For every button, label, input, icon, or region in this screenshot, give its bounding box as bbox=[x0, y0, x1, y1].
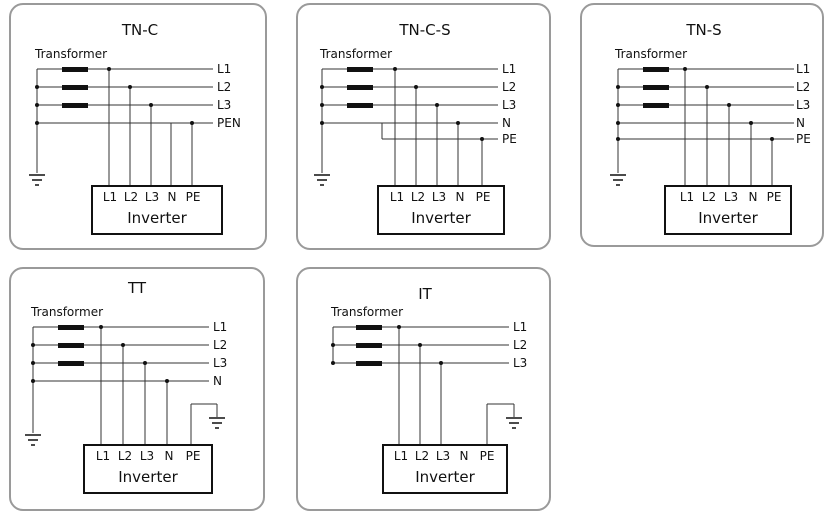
tn-c-wiring bbox=[29, 67, 213, 187]
terminal-label: L1 bbox=[393, 449, 409, 463]
terminal-label: PE bbox=[185, 449, 201, 463]
terminal-label: L3 bbox=[723, 190, 739, 204]
terminal-label: L1 bbox=[102, 190, 118, 204]
transformer-coil-icon bbox=[58, 325, 84, 330]
line-label: PE bbox=[796, 132, 811, 146]
transformer-label: Transformer bbox=[615, 47, 688, 61]
terminal-label: N bbox=[459, 449, 469, 463]
terminal-label: PE bbox=[766, 190, 782, 204]
line-label: L1 bbox=[513, 320, 528, 334]
inverter-box: L1 L2 L3 N PE Inverter bbox=[382, 444, 508, 494]
line-label: L1 bbox=[213, 320, 228, 334]
inverter-box: L1 L2 L3 N PE Inverter bbox=[91, 185, 223, 235]
ground-icon bbox=[506, 417, 522, 429]
transformer-coil-icon bbox=[347, 85, 373, 90]
transformer-coil-icon bbox=[58, 343, 84, 348]
line-label: L3 bbox=[217, 98, 232, 112]
terminal-label: L2 bbox=[117, 449, 133, 463]
transformer-coil-icon bbox=[356, 343, 382, 348]
terminal-label: N bbox=[164, 449, 174, 463]
panel-tn-c: TN-C Transformer L1 L2 L3 PEN L1 L2 L3 N… bbox=[9, 3, 267, 250]
inverter-box: L1 L2 L3 N PE Inverter bbox=[664, 185, 792, 235]
ground-icon bbox=[610, 174, 626, 186]
transformer-coil-icon bbox=[347, 103, 373, 108]
transformer-coil-icon bbox=[356, 325, 382, 330]
inverter-label: Inverter bbox=[411, 209, 471, 227]
tt-wiring bbox=[25, 325, 225, 446]
line-label: PEN bbox=[217, 116, 241, 130]
terminal-label: N bbox=[748, 190, 758, 204]
line-label: L2 bbox=[502, 80, 517, 94]
terminal-label: L2 bbox=[701, 190, 717, 204]
transformer-label: Transformer bbox=[331, 305, 404, 319]
terminal-label: N bbox=[167, 190, 177, 204]
transformer-coil-icon bbox=[643, 85, 669, 90]
terminal-label: L2 bbox=[123, 190, 139, 204]
panel-tt: TT Transformer L1 L2 L3 N L1 L2 L3 N PE … bbox=[9, 267, 265, 511]
panel-title: TN-C-S bbox=[399, 21, 451, 39]
ground-icon bbox=[29, 174, 45, 186]
tn-c-s-wiring bbox=[314, 67, 498, 187]
panel-title: TN-C bbox=[121, 21, 159, 39]
terminal-label: L1 bbox=[389, 190, 405, 204]
transformer-label: Transformer bbox=[31, 305, 104, 319]
inverter-box: L1 L2 L3 N PE Inverter bbox=[377, 185, 505, 235]
terminal-label: PE bbox=[479, 449, 495, 463]
inverter-label: Inverter bbox=[698, 209, 758, 227]
panel-title: TT bbox=[127, 279, 147, 297]
line-label: L1 bbox=[502, 62, 517, 76]
line-label: L1 bbox=[796, 62, 811, 76]
terminal-label: L3 bbox=[435, 449, 451, 463]
transformer-coil-icon bbox=[62, 67, 88, 72]
terminal-label: L2 bbox=[410, 190, 426, 204]
transformer-coil-icon bbox=[62, 103, 88, 108]
line-label: L2 bbox=[217, 80, 232, 94]
ground-icon bbox=[209, 417, 225, 429]
line-label: L2 bbox=[796, 80, 811, 94]
line-label: N bbox=[796, 116, 805, 130]
line-label: L2 bbox=[213, 338, 228, 352]
terminal-label: L2 bbox=[414, 449, 430, 463]
line-label: L3 bbox=[502, 98, 517, 112]
ground-icon bbox=[25, 434, 41, 446]
inverter-box: L1 L2 L3 N PE Inverter bbox=[83, 444, 213, 494]
panel-title: TN-S bbox=[686, 21, 722, 39]
panel-tn-c-s: TN-C-S Transformer L1 L2 L3 N PE L1 L2 L… bbox=[296, 3, 551, 250]
ground-icon bbox=[314, 174, 330, 186]
terminal-label: L3 bbox=[431, 190, 447, 204]
terminal-label: PE bbox=[475, 190, 491, 204]
line-label: N bbox=[502, 116, 511, 130]
transformer-coil-icon bbox=[643, 67, 669, 72]
line-label: L2 bbox=[513, 338, 528, 352]
inverter-label: Inverter bbox=[415, 468, 475, 486]
terminal-label: L1 bbox=[679, 190, 695, 204]
terminal-label: L3 bbox=[139, 449, 155, 463]
tn-s-wiring bbox=[610, 67, 794, 187]
panel-it: IT Transformer L1 L2 L3 L1 L2 L3 N PE In… bbox=[296, 267, 551, 511]
line-label: N bbox=[213, 374, 222, 388]
terminal-label: L1 bbox=[95, 449, 111, 463]
transformer-coil-icon bbox=[356, 361, 382, 366]
transformer-coil-icon bbox=[643, 103, 669, 108]
inverter-label: Inverter bbox=[127, 209, 187, 227]
terminal-label: L3 bbox=[144, 190, 160, 204]
panel-tn-s: TN-S Transformer L1 L2 L3 N PE L1 L2 L3 … bbox=[580, 3, 824, 247]
line-label: L3 bbox=[213, 356, 228, 370]
terminal-label: N bbox=[455, 190, 465, 204]
line-label: L3 bbox=[513, 356, 528, 370]
inverter-label: Inverter bbox=[118, 468, 178, 486]
transformer-label: Transformer bbox=[35, 47, 108, 61]
panel-title: IT bbox=[418, 285, 432, 303]
transformer-coil-icon bbox=[62, 85, 88, 90]
transformer-label: Transformer bbox=[320, 47, 393, 61]
line-label: PE bbox=[502, 132, 517, 146]
transformer-coil-icon bbox=[347, 67, 373, 72]
it-wiring bbox=[331, 325, 522, 446]
line-label: L1 bbox=[217, 62, 232, 76]
line-label: L3 bbox=[796, 98, 811, 112]
terminal-label: PE bbox=[185, 190, 201, 204]
transformer-coil-icon bbox=[58, 361, 84, 366]
